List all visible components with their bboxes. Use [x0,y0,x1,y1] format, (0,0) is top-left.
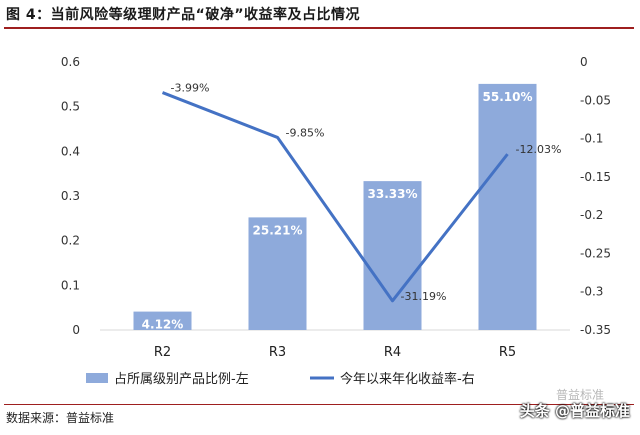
watermark-faint: 普益标准 [556,388,605,402]
bar-data-label: 55.10% [483,90,533,104]
line-data-label: -31.19% [401,290,447,303]
source-rule [4,404,634,405]
right-axis-tick-label: 0 [580,55,588,69]
line-data-label: -3.99% [171,82,210,95]
line-data-label: -12.03% [516,143,562,156]
legend-line-label: 今年以来年化收益率-右 [340,371,475,387]
bar-data-label: 33.33% [368,187,418,201]
x-axis-category-label: R2 [154,345,171,360]
bar-data-label: 25.21% [253,223,303,237]
figure-title: 图 4：当前风险等级理财产品“破净”收益率及占比情况 [6,7,361,23]
legend-bar-label: 占所属级别产品比例-左 [114,372,249,387]
left-axis-tick-label: 0.1 [61,278,80,292]
x-axis-category-label: R3 [269,345,286,360]
bar [248,217,307,330]
x-axis-category-label: R4 [384,345,401,360]
left-axis-tick-label: 0.2 [61,234,80,248]
line-series [161,91,509,303]
left-axis-tick-label: 0.3 [61,189,80,203]
right-axis-tick-label: -0.35 [580,323,611,337]
left-axis-tick-label: 0 [72,323,80,337]
x-axis-category-label: R5 [499,345,516,360]
right-axis-tick-label: -0.15 [580,170,611,184]
right-axis-tick-label: -0.25 [580,246,611,260]
right-axis-tick-label: -0.3 [580,285,603,299]
right-axis-tick-label: -0.2 [580,208,603,222]
bar [133,311,192,330]
left-axis-tick-label: 0.6 [61,55,80,69]
legend-bar-swatch [86,373,108,383]
bar [478,83,537,331]
right-axis-tick-label: -0.1 [580,132,603,146]
right-axis-tick-label: -0.05 [580,93,611,107]
line-data-label: -9.85% [286,126,325,139]
data-source: 数据来源：普益标准 [6,411,115,425]
left-axis-tick-label: 0.5 [61,100,80,114]
bar-data-label: 4.12% [142,318,184,332]
bar [363,181,422,330]
left-axis-tick-label: 0.4 [61,144,80,158]
title-rule [4,27,634,29]
combo-chart: 0 0.1 0.2 0.3 0.4 0.5 0.6 0 -0.05 -0.1 -0.15 -0.2 -0… [61,55,611,387]
watermark: 头条 @普益标准 [519,402,630,420]
